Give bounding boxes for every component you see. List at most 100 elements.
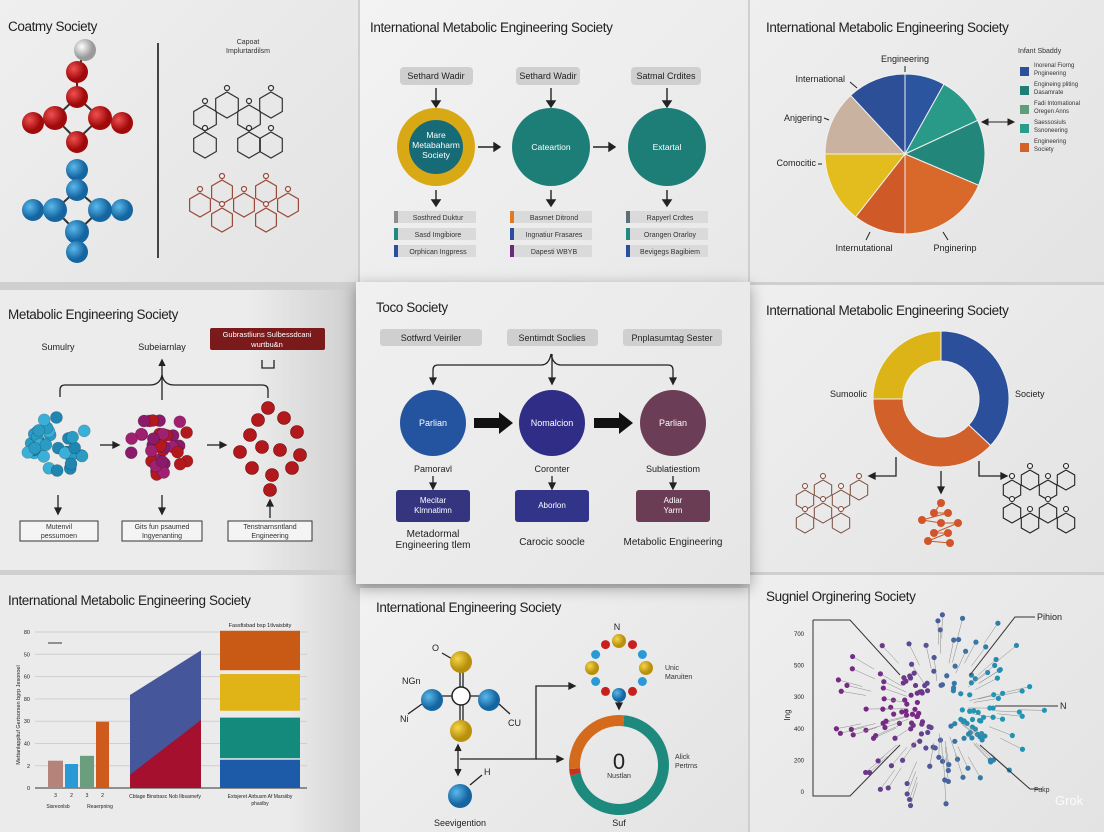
scatter-dot <box>912 682 919 689</box>
dot-stem <box>906 761 917 784</box>
ring-atom <box>628 640 637 650</box>
callout-label: Fukp <box>1034 787 1050 794</box>
hexagon-ring <box>215 91 239 119</box>
scatter-dot <box>908 692 914 698</box>
atom <box>64 457 78 471</box>
scatter-dot <box>952 721 958 727</box>
atom <box>946 539 954 547</box>
list-item <box>626 228 708 240</box>
molecule-donut-figure: International Engineering Society O NGn … <box>376 600 698 828</box>
scatter-dot <box>1013 642 1020 649</box>
ring-atom <box>585 661 599 675</box>
panel-flow-diagram: International Metabolic Engineering Soci… <box>360 0 748 282</box>
circle-label: Society <box>422 150 451 160</box>
donut-bottom-label: Suf <box>612 818 626 828</box>
scatter-dot <box>939 612 945 618</box>
scatter-dot <box>939 682 946 688</box>
list-item-label: Sosthred Duktur <box>413 215 464 222</box>
list-item-label: Sasd Imgibiore <box>415 232 462 239</box>
list-marker <box>626 211 630 223</box>
donut-chart: International Metabolic Engineering Soci… <box>766 303 1076 547</box>
process-caption: Engineering tlem <box>395 540 470 551</box>
stack-segment <box>220 630 300 671</box>
scatter-dot <box>888 763 895 769</box>
atom <box>124 446 138 460</box>
outcome-boxes: Mutenvil pessumoen Gits fun psaumed Ingy… <box>19 520 313 542</box>
dot-stem <box>975 742 994 761</box>
atom <box>50 411 63 424</box>
y-tick-label: 200 <box>794 758 805 764</box>
list-marker <box>510 211 514 223</box>
scatter-dot <box>879 643 885 649</box>
hexagon-ring <box>1020 512 1040 534</box>
atom <box>918 516 926 524</box>
dot-stem <box>853 727 878 736</box>
oxygen-atom <box>245 97 253 105</box>
dot-stem <box>937 620 939 645</box>
scatter-dot <box>944 673 950 679</box>
scatter-dot <box>917 689 923 695</box>
process-box-label: Aborlon <box>538 501 566 510</box>
scatter-dot <box>903 708 909 714</box>
list-item-label: Rapyerl Crdtes <box>647 215 694 222</box>
blue-atom <box>421 689 443 711</box>
scatter-dot <box>899 757 906 763</box>
list-item <box>394 245 476 257</box>
panel-title: International Metabolic Engineering Soci… <box>766 303 1009 318</box>
hexagon-ring <box>233 192 255 218</box>
y-tick-label: 50 <box>24 652 30 658</box>
scatter-dot <box>904 780 910 787</box>
atom <box>145 444 158 458</box>
list-item <box>394 228 476 240</box>
scatter-dot <box>987 705 993 711</box>
oxygen-atom <box>820 473 826 479</box>
dot-stem <box>989 726 1013 736</box>
scatter-dot <box>993 656 999 663</box>
circle-label: Mare <box>426 130 446 140</box>
scatter-dot <box>866 770 873 776</box>
stage-circle <box>628 108 706 186</box>
list-item <box>510 211 592 223</box>
hexagon-ring <box>193 131 217 159</box>
atom <box>180 426 193 439</box>
scatter-dot <box>844 682 850 688</box>
legend-label: Pngineering <box>1034 71 1066 77</box>
dot-stem <box>836 723 861 730</box>
panel-title: International Metabolic Engineering Soci… <box>370 20 613 35</box>
atom <box>137 414 151 428</box>
yellow-atom <box>450 720 472 742</box>
hexagon-ring <box>813 502 833 524</box>
dot-stem <box>902 740 917 761</box>
scatter-dot <box>972 726 978 732</box>
stacked-bar <box>220 630 300 788</box>
oxygen-atom <box>284 185 292 193</box>
atom <box>37 413 51 427</box>
stage-label: Subeiarnlay <box>138 342 186 352</box>
ring-atom <box>637 677 647 686</box>
source-label: Pnplasumtag Sester <box>631 333 712 343</box>
bar-tick-label: 2 <box>101 793 104 799</box>
dot-stem <box>997 690 1023 697</box>
donut-label: Sumoolic <box>830 389 868 399</box>
atom <box>32 424 46 437</box>
dot-stem <box>959 722 981 737</box>
scatter-dot <box>1027 684 1033 690</box>
panel-title: International Metabolic Engineering Soci… <box>8 593 251 608</box>
process-box-label: Klmnatimn <box>414 506 452 515</box>
scatter-dot <box>971 708 977 714</box>
scatter-dot <box>983 644 989 650</box>
hexagon-ring <box>237 131 261 159</box>
atom <box>285 461 299 475</box>
legend-title: Infant Sbaddy <box>1018 48 1062 55</box>
ring-label: Unic <box>665 665 680 672</box>
hexagon-ring <box>211 179 233 205</box>
scatter-dot <box>931 668 937 674</box>
hexagon-ring <box>849 479 869 501</box>
dot-stem <box>865 756 885 773</box>
panel-title: International Metabolic Engineering Soci… <box>766 20 1009 35</box>
dot-stem <box>888 767 902 789</box>
atom <box>937 519 945 527</box>
dot-stem <box>948 639 954 664</box>
oxygen-atom <box>802 506 808 512</box>
atom <box>255 440 269 454</box>
